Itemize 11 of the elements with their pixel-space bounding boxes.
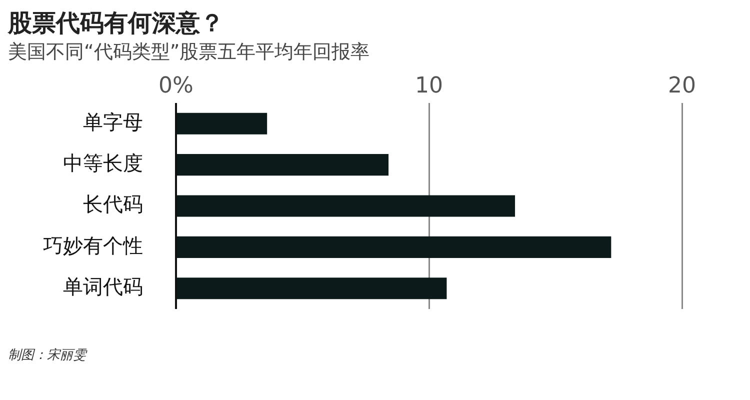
y-tick-label: 单字母 <box>83 110 143 134</box>
y-tick-label: 中等长度 <box>63 151 143 176</box>
text: 制图：宋丽雯 <box>8 347 88 364</box>
x-tick-label: 0% <box>158 74 194 99</box>
y-tick-label: 单词代码 <box>63 274 143 299</box>
y-tick-label: 巧妙有个性 <box>43 233 143 258</box>
y-tick-label: 长代码 <box>83 192 143 216</box>
x-tick-label: 10 <box>415 74 443 99</box>
chart-subtitle: 美国不同“代码类型”股票五年平均年回报率 <box>8 40 371 65</box>
x-tick-label: 20 <box>668 74 696 99</box>
chart-title: 股票代码有何深意？ <box>8 8 225 38</box>
